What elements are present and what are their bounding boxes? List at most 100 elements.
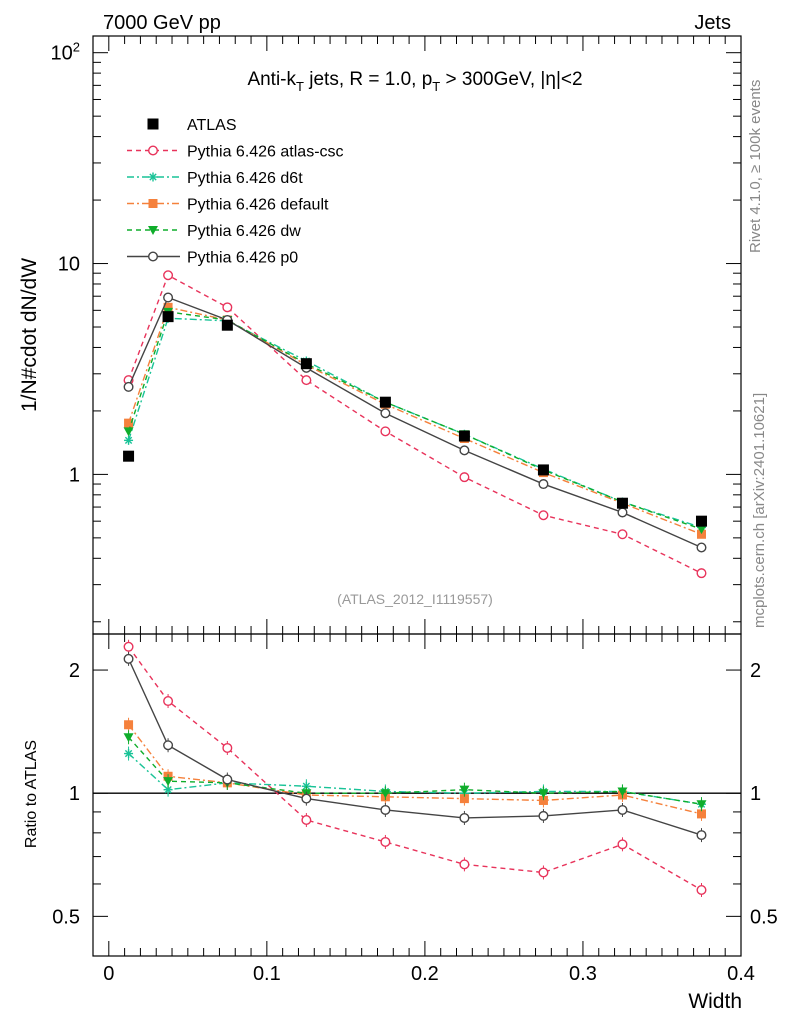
ratio-point-dw: [538, 789, 549, 799]
main-point-dw: [123, 427, 134, 437]
main-point-atlas: [221, 319, 233, 331]
main-point-atlas_csc: [301, 375, 312, 386]
ratio-point-atlas_csc: [696, 884, 707, 895]
main-point-default: [163, 302, 173, 312]
ratio-series-line-dw: [128, 736, 702, 805]
ratio-point-p0: [617, 804, 628, 815]
legend-marker-d6t: [148, 172, 158, 182]
main-point-p0: [459, 445, 470, 456]
legend-label-atlas_csc: Pythia 6.426 atlas-csc: [187, 144, 344, 161]
ratio-point-p0: [222, 774, 233, 785]
ratio-point-default: [459, 794, 469, 804]
main-point-dw: [696, 525, 707, 535]
ratio-y-tick-label-right: 0.5: [750, 906, 778, 928]
ratio-point-p0: [163, 740, 174, 751]
main-point-atlas: [379, 396, 391, 408]
ratio-point-p0: [301, 793, 312, 804]
ratio-point-p0: [459, 812, 470, 823]
x-tick-label: 0.1: [253, 963, 281, 985]
main-y-tick-label: 1: [69, 464, 80, 486]
ratio-point-p0: [380, 804, 391, 815]
ratio-point-p0: [696, 830, 707, 841]
main-point-atlas: [537, 464, 549, 476]
ratio-point-atlas_csc: [163, 696, 174, 707]
mcplots-caption: mcplots.cern.ch [arXiv:2401.10621]: [751, 393, 768, 628]
main-series-line-atlas_csc: [127, 274, 702, 574]
main-point-atlas_csc: [459, 472, 470, 483]
ratio-point-default: [538, 795, 548, 805]
ratio-axis-ticks: 0 0.1 0.2 0.3 0.4 0.5 0.5 1 1 2 2: [52, 634, 778, 985]
header-left: 7000 GeV pp: [103, 12, 221, 34]
x-tick-label: 0.4: [727, 963, 755, 985]
x-tick-label: 0: [103, 963, 114, 985]
ratio-y-tick-label-right: 2: [750, 660, 761, 682]
ratio-point-p0: [538, 810, 549, 821]
main-point-atlas_csc: [380, 426, 391, 437]
main-point-atlas: [458, 430, 470, 442]
analysis-watermark: (ATLAS_2012_I1119557): [337, 591, 493, 607]
main-point-atlas: [300, 358, 312, 370]
main-point-atlas: [695, 515, 707, 527]
main-point-p0: [617, 507, 628, 518]
legend-marker-atlas: [147, 118, 159, 130]
main-point-p0: [380, 408, 391, 419]
main-point-p0: [163, 292, 174, 303]
main-point-p0: [538, 479, 549, 490]
main-point-d6t: [124, 435, 134, 445]
main-point-atlas: [616, 497, 628, 509]
x-tick-label: 0.2: [411, 963, 439, 985]
ratio-series-line-atlas_csc: [127, 646, 702, 891]
ratio-y-tick-label-right: 1: [750, 783, 761, 805]
main-point-atlas: [123, 450, 135, 462]
ratio-point-dw: [380, 789, 391, 799]
x-axis-label: Width: [688, 990, 742, 1013]
ratio-point-atlas_csc: [380, 836, 391, 847]
main-series-line-p0: [127, 296, 702, 549]
rivet-caption: Rivet 4.1.0, ≥ 100k events: [747, 80, 764, 253]
ratio-point-default: [124, 720, 134, 730]
main-y-axis-label: 1/N#cdot dN/dW: [18, 258, 41, 412]
main-series-line-dw: [127, 311, 702, 530]
ratio-y-tick-label-left: 1: [69, 783, 80, 805]
x-tick-label: 0.3: [569, 963, 597, 985]
main-axis-ticks: 1 10 102: [51, 36, 742, 634]
main-plot-title: Anti-kT jets, R = 1.0, pT > 300GeV, |η|<…: [247, 69, 582, 94]
ratio-point-default: [696, 809, 706, 819]
ratio-point-d6t: [124, 749, 134, 759]
main-point-default: [124, 418, 134, 428]
legend-marker-default: [148, 199, 158, 208]
ratio-point-atlas_csc: [123, 641, 134, 652]
legend-label-dw: Pythia 6.426 dw: [187, 223, 301, 240]
legend-label-p0: Pythia 6.426 p0: [187, 250, 298, 267]
legend-label-default: Pythia 6.426 default: [187, 197, 329, 214]
ratio-y-tick-label-left: 0.5: [52, 906, 80, 928]
ratio-series-line-d6t: [128, 753, 702, 805]
main-point-atlas_csc: [617, 529, 628, 540]
main-point-atlas: [162, 311, 174, 323]
ratio-y-axis-label: Ratio to ATLAS: [23, 740, 40, 848]
legend-marker-atlas_csc: [147, 145, 158, 156]
legend-label-atlas: ATLAS: [187, 117, 237, 134]
legend-marker-dw: [148, 226, 158, 235]
main-y-tick-label: 102: [51, 40, 80, 65]
ratio-panel-frame: [92, 633, 742, 957]
ratio-point-dw: [163, 777, 174, 787]
ratio-point-atlas_csc: [538, 867, 549, 878]
main-point-atlas_csc: [538, 510, 549, 521]
legend-label-d6t: Pythia 6.426 d6t: [187, 170, 303, 187]
ratio-y-tick-label-left: 2: [69, 660, 80, 682]
ratio-point-p0: [123, 653, 134, 664]
main-point-atlas_csc: [163, 270, 174, 281]
ratio-point-dw: [123, 733, 134, 743]
main-series-line-d6t: [127, 317, 702, 529]
ratio-point-dw: [696, 800, 707, 810]
main-point-p0: [123, 381, 134, 392]
ratio-point-atlas_csc: [459, 859, 470, 870]
main-y-tick-label: 10: [58, 254, 80, 276]
ratio-point-atlas_csc: [301, 815, 312, 826]
main-series-layer: [123, 270, 707, 579]
legend-marker-p0: [147, 251, 158, 262]
ratio-point-atlas_csc: [222, 742, 233, 753]
header-right: Jets: [694, 12, 731, 34]
